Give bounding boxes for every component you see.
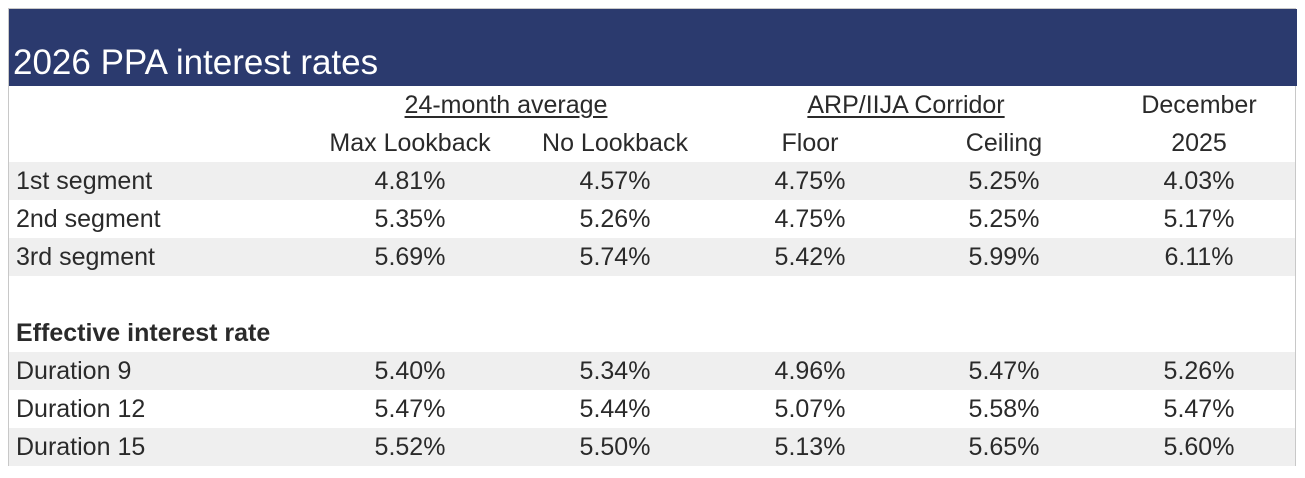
group-header: ARP/IIJA Corridor (807, 91, 1005, 119)
row-label: 2nd segment (16, 205, 161, 233)
rate-cell: 5.44% (579, 395, 651, 423)
row-label: 3rd segment (16, 243, 155, 271)
rate-cell: 5.25% (968, 205, 1040, 233)
rate-cell: 4.57% (579, 167, 651, 195)
rate-cell: 5.60% (1163, 433, 1235, 461)
rate-cell: 5.65% (968, 433, 1040, 461)
rate-cell: 4.75% (774, 205, 846, 233)
rate-cell: 5.40% (374, 357, 446, 385)
rate-cell: 5.35% (374, 205, 446, 233)
rate-cell: 5.47% (374, 395, 446, 423)
column-header: 2025 (1171, 129, 1227, 157)
rate-cell: 5.99% (968, 243, 1040, 271)
column-header: No Lookback (542, 129, 688, 157)
rate-cell: 5.17% (1163, 205, 1235, 233)
rate-cell: 5.34% (579, 357, 651, 385)
rate-cell: 4.81% (374, 167, 446, 195)
rate-cell: 4.03% (1163, 167, 1235, 195)
row-label: 1st segment (16, 167, 153, 195)
rate-cell: 4.96% (774, 357, 846, 385)
rates-table: 2026 PPA interest rates 24-month average… (8, 8, 1297, 466)
row-label: Duration 9 (16, 357, 132, 385)
column-header: Max Lookback (329, 129, 491, 157)
title-bar: 2026 PPA interest rates (9, 9, 1297, 86)
rate-cell: 5.69% (374, 243, 446, 271)
rate-cell: 5.42% (774, 243, 846, 271)
rate-cell: 4.75% (774, 167, 846, 195)
group-header: 24-month average (404, 91, 608, 119)
rate-cell: 5.50% (579, 433, 651, 461)
rate-cell: 5.74% (579, 243, 651, 271)
row-label: Duration 15 (16, 433, 146, 461)
table-title: 2026 PPA interest rates (13, 43, 379, 82)
rate-cell: 5.26% (1163, 357, 1235, 385)
rate-cell: 5.52% (374, 433, 446, 461)
rate-cell: 5.58% (968, 395, 1040, 423)
rate-cell: 5.47% (968, 357, 1040, 385)
column-header: Floor (781, 129, 839, 157)
rate-cell: 6.11% (1164, 243, 1234, 271)
row-band (9, 352, 1295, 390)
row-band (9, 428, 1295, 466)
rate-cell: 5.47% (1163, 395, 1235, 423)
rate-cell: 5.07% (774, 395, 846, 423)
column-header: Ceiling (965, 129, 1043, 157)
row-label: Duration 12 (16, 395, 146, 423)
section-title: Effective interest rate (16, 319, 271, 347)
row-band (9, 238, 1295, 276)
group-header: December (1141, 91, 1257, 119)
rate-cell: 5.25% (968, 167, 1040, 195)
row-band (9, 162, 1295, 200)
rate-cell: 5.13% (774, 433, 846, 461)
rate-cell: 5.26% (579, 205, 651, 233)
